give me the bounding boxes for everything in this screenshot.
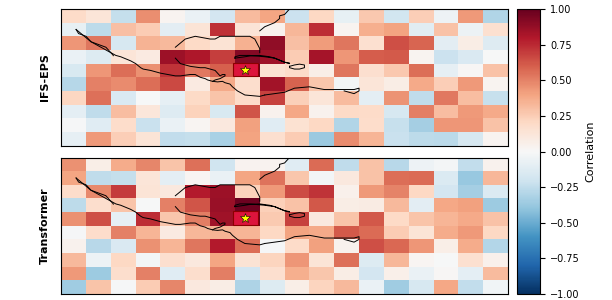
Y-axis label: Correlation: Correlation (586, 121, 595, 182)
FancyBboxPatch shape (233, 211, 258, 225)
Text: IFS-EPS: IFS-EPS (40, 53, 50, 101)
Text: Transformer: Transformer (40, 188, 50, 264)
FancyBboxPatch shape (233, 63, 258, 76)
